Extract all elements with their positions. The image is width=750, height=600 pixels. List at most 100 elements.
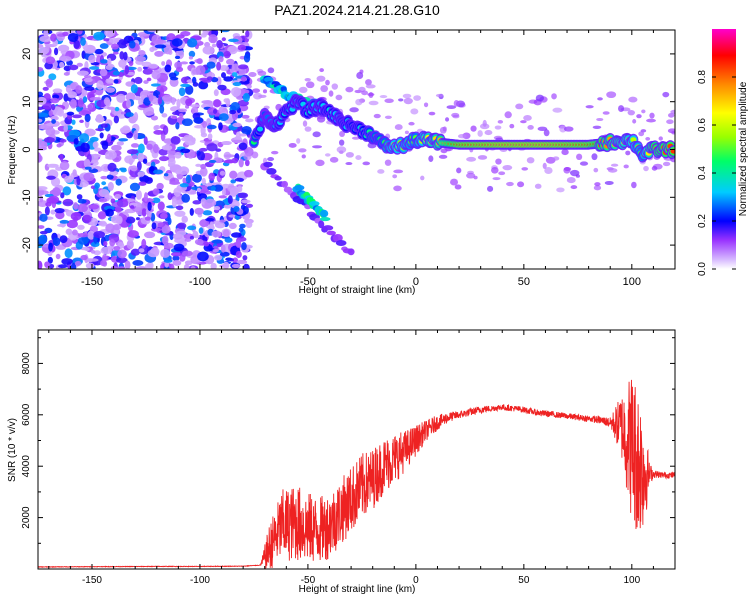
- heatmap-cell: [89, 97, 101, 101]
- heatmap-cell: [651, 166, 658, 171]
- heatmap-cell: [152, 143, 159, 154]
- heatmap-cell: [79, 133, 90, 143]
- heatmap-cell: [200, 163, 207, 170]
- heatmap-cell: [109, 170, 119, 176]
- heatmap-cell: [240, 204, 246, 211]
- y-tick-label: 6000: [21, 403, 32, 426]
- heatmap-cell: [329, 156, 339, 163]
- heatmap-cell: [559, 125, 567, 133]
- heatmap-cell: [179, 183, 189, 188]
- heatmap-cell: [345, 162, 353, 166]
- heatmap-cell: [95, 116, 105, 123]
- heatmap-cell: [171, 38, 183, 47]
- heatmap-cell: [83, 158, 91, 167]
- heatmap-cell: [176, 222, 187, 230]
- heatmap-cell: [229, 187, 239, 196]
- heatmap-cell: [104, 30, 116, 38]
- heatmap-cell: [43, 30, 49, 38]
- heatmap-cell: [227, 195, 233, 205]
- heatmap-cell: [151, 222, 157, 230]
- heatmap-cell: [84, 86, 95, 91]
- heatmap-cell: [137, 171, 146, 177]
- heatmap-cell: [204, 183, 213, 187]
- heatmap-cell: [73, 138, 79, 145]
- heatmap-cell: [604, 180, 614, 186]
- heatmap-cell: [63, 93, 69, 102]
- heatmap-cell: [114, 106, 120, 112]
- heatmap-cell: [60, 56, 72, 62]
- heatmap-cell: [216, 61, 222, 71]
- heatmap-cell: [484, 130, 493, 136]
- heatmap-cell: [141, 238, 147, 249]
- heatmap-cell: [318, 220, 325, 229]
- heatmap-cell: [99, 132, 104, 139]
- heatmap-cell: [625, 150, 631, 156]
- heatmap-cell: [208, 159, 217, 164]
- heatmap-cell: [83, 75, 92, 79]
- heatmap-cell: [120, 168, 127, 173]
- heatmap-cell: [345, 151, 354, 158]
- heatmap-cell: [242, 263, 250, 269]
- heatmap-cell: [211, 43, 217, 48]
- heatmap-cell: [94, 182, 100, 189]
- heatmap-cell: [184, 238, 192, 242]
- heatmap-cell: [199, 147, 208, 152]
- heatmap-cell: [169, 76, 179, 81]
- heatmap-cell: [593, 185, 602, 191]
- heatmap-cell: [498, 171, 506, 176]
- heatmap-cell: [125, 216, 136, 224]
- heatmap-cell: [241, 114, 250, 119]
- heatmap-cell: [420, 175, 425, 181]
- heatmap-cell: [77, 203, 89, 213]
- heatmap-cell: [64, 248, 73, 259]
- heatmap-cell: [90, 249, 96, 254]
- heatmap-cell: [38, 118, 43, 123]
- heatmap-cell: [68, 64, 79, 71]
- heatmap-cell: [312, 131, 321, 138]
- heatmap-cell: [175, 205, 184, 211]
- heatmap-cell: [526, 157, 535, 164]
- heatmap-cell: [125, 99, 132, 109]
- heatmap-cell: [56, 143, 62, 148]
- heatmap-cell: [178, 87, 186, 97]
- heatmap-cell: [209, 221, 214, 230]
- heatmap-cell: [71, 119, 76, 125]
- heatmap-cell: [135, 266, 148, 269]
- heatmap-cell: [205, 217, 215, 222]
- heatmap-cell: [38, 260, 43, 269]
- heatmap-cell: [117, 266, 126, 269]
- heatmap-cell: [117, 39, 128, 49]
- heatmap-cell: [213, 206, 221, 211]
- heatmap-cell: [199, 219, 210, 228]
- heatmap-cell: [596, 117, 604, 122]
- heatmap-cell: [92, 141, 99, 149]
- heatmap-cell: [147, 249, 160, 258]
- heatmap-cell: [111, 144, 122, 152]
- heatmap-cell: [181, 215, 188, 223]
- heatmap-cell: [126, 71, 136, 76]
- heatmap-cell: [515, 103, 524, 110]
- heatmap-cell: [192, 173, 202, 183]
- heatmap-cell: [552, 107, 563, 113]
- heatmap-cell: [193, 124, 205, 129]
- heatmap-cell: [67, 32, 79, 42]
- heatmap-cell: [304, 78, 311, 82]
- heatmap-cell: [445, 117, 450, 122]
- heatmap-cell: [173, 243, 185, 252]
- heatmap-cell: [235, 250, 242, 259]
- heatmap-cell: [189, 207, 194, 216]
- heatmap-cell: [108, 37, 120, 44]
- heatmap-cell: [51, 103, 56, 111]
- heatmap-cell: [64, 175, 74, 183]
- heatmap-cell: [192, 230, 199, 239]
- heatmap-cell: [231, 263, 241, 269]
- heatmap-cell: [193, 117, 204, 124]
- heatmap-cell: [161, 113, 168, 118]
- heatmap-cell: [365, 84, 376, 89]
- heatmap-cell: [143, 136, 148, 146]
- heatmap-cell: [338, 139, 345, 146]
- heatmap-cell: [126, 149, 139, 155]
- heatmap-cell: [646, 118, 656, 123]
- heatmap-cell: [228, 222, 237, 230]
